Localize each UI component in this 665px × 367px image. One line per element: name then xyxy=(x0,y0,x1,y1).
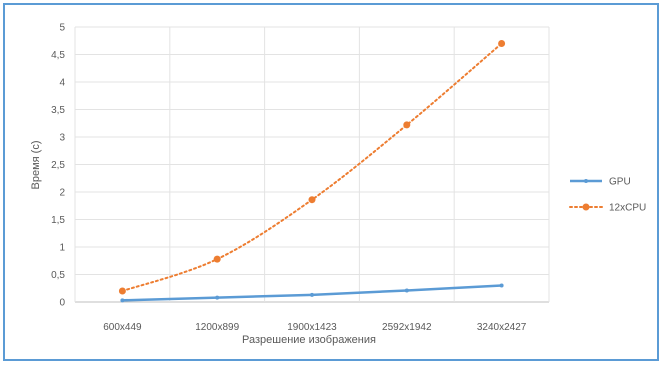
x-tick-label: 600x449 xyxy=(103,322,142,333)
x-tick-label: 1200x899 xyxy=(195,322,239,333)
legend-marker xyxy=(584,179,588,183)
chart-frame: 0 0,5 1 1,5 2 2,5 3 3,5 4 4,5 5 600x449 1200x899 190… xyxy=(3,3,659,361)
data-point-12xcpu xyxy=(498,40,506,47)
y-tick-label: 4 xyxy=(59,78,65,89)
data-point-12xcpu xyxy=(213,255,221,263)
y-tick-label: 1,5 xyxy=(51,215,65,226)
x-axis-label: Разрешение изображения xyxy=(242,334,376,346)
x-tick-label: 2592x1942 xyxy=(382,322,432,333)
data-point-12xcpu xyxy=(118,287,126,295)
y-tick-label: 0,5 xyxy=(51,270,65,281)
y-tick-label: 4,5 xyxy=(51,50,65,61)
y-tick-label: 5 xyxy=(59,23,65,34)
data-point-12xcpu xyxy=(403,121,411,129)
legend-label: GPU xyxy=(609,177,631,188)
data-point-gpu xyxy=(310,292,314,297)
y-tick-label: 2,5 xyxy=(51,160,65,171)
line-chart: 0 0,5 1 1,5 2 2,5 3 3,5 4 4,5 5 600x449 1200x899 190… xyxy=(30,23,646,347)
y-axis-label: Время (с) xyxy=(30,141,42,190)
y-axis-ticks: 0 0,5 1 1,5 2 2,5 3 3,5 4 4,5 5 xyxy=(51,23,65,309)
y-tick-label: 3 xyxy=(59,133,65,144)
y-tick-label: 1 xyxy=(59,243,65,254)
data-point-gpu xyxy=(120,298,125,303)
x-axis-ticks: 600x449 1200x899 1900x1423 2592x1942 3240x24… xyxy=(103,322,527,333)
legend-label: 12xCPU xyxy=(609,203,646,214)
data-point-12xcpu xyxy=(308,196,316,204)
gridlines xyxy=(74,26,550,303)
series-group xyxy=(118,40,506,303)
legend: GPU 12xCPU xyxy=(569,177,646,214)
x-tick-label: 3240x2427 xyxy=(477,322,527,333)
series-line-12xcpu xyxy=(121,42,503,292)
data-point-gpu xyxy=(215,295,220,300)
x-tick-label: 1900x1423 xyxy=(287,322,337,333)
data-point-gpu xyxy=(404,288,409,293)
legend-marker xyxy=(582,203,590,211)
y-tick-label: 3,5 xyxy=(51,105,65,116)
data-point-gpu xyxy=(499,283,504,288)
y-tick-label: 2 xyxy=(59,188,65,199)
y-tick-label: 0 xyxy=(59,298,65,309)
